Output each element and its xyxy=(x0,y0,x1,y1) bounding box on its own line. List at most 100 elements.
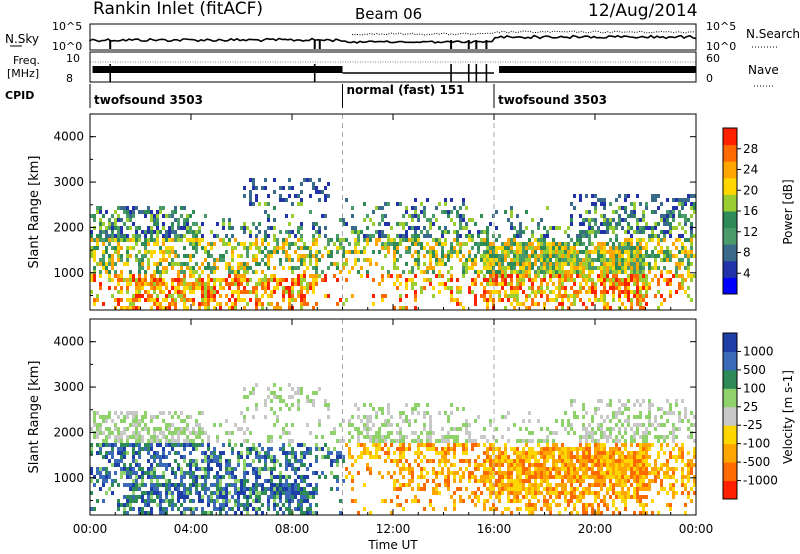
heatmap-cell xyxy=(120,439,123,443)
heatmap-cell xyxy=(555,443,558,447)
heatmap-cell xyxy=(222,491,225,495)
heatmap-cell xyxy=(582,415,585,419)
heatmap-cell xyxy=(618,214,621,218)
heatmap-cell xyxy=(489,266,492,270)
heatmap-cell xyxy=(486,451,489,455)
heatmap-cell xyxy=(288,507,291,511)
heatmap-cell xyxy=(99,451,102,455)
heatmap-cell xyxy=(486,230,489,234)
heatmap-cell xyxy=(219,503,222,507)
heatmap-cell xyxy=(129,302,132,306)
heatmap-cell xyxy=(474,282,477,286)
heatmap-cell xyxy=(630,210,633,214)
heatmap-cell xyxy=(207,459,210,463)
heatmap-cell xyxy=(144,415,147,419)
heatmap-cell xyxy=(576,447,579,451)
heatmap-cell xyxy=(264,230,267,234)
heatmap-cell xyxy=(372,210,375,214)
heatmap-cell xyxy=(300,475,303,479)
heatmap-cell xyxy=(90,254,93,258)
heatmap-cell xyxy=(558,266,561,270)
heatmap-cell xyxy=(330,487,333,491)
heatmap-cell xyxy=(576,238,579,242)
heatmap-cell xyxy=(585,463,588,467)
heatmap-cell xyxy=(483,238,486,242)
heatmap-cell xyxy=(477,443,480,447)
heatmap-cell xyxy=(594,234,597,238)
heatmap-cell xyxy=(441,250,444,254)
heatmap-cell xyxy=(267,499,270,503)
heatmap-cell xyxy=(459,475,462,479)
heatmap-cell xyxy=(189,415,192,419)
heatmap-cell xyxy=(129,278,132,282)
heatmap-cell xyxy=(483,479,486,483)
heatmap-cell xyxy=(525,250,528,254)
heatmap-cell xyxy=(606,487,609,491)
heatmap-cell xyxy=(99,206,102,210)
heatmap-cell xyxy=(615,463,618,467)
heatmap-cell xyxy=(243,459,246,463)
heatmap-cell xyxy=(669,250,672,254)
heatmap-cell xyxy=(198,435,201,439)
heatmap-cell xyxy=(399,234,402,238)
heatmap-cell xyxy=(144,471,147,475)
heatmap-cell xyxy=(414,403,417,407)
heatmap-cell xyxy=(588,467,591,471)
heatmap-cell xyxy=(105,238,108,242)
heatmap-cell xyxy=(561,447,564,451)
heatmap-cell xyxy=(645,274,648,278)
heatmap-cell xyxy=(453,246,456,250)
heatmap-cell xyxy=(657,266,660,270)
heatmap-cell xyxy=(549,451,552,455)
heatmap-cell xyxy=(432,270,435,274)
heatmap-cell xyxy=(399,447,402,451)
date-title: 12/Aug/2014 xyxy=(588,1,698,21)
heatmap-cell xyxy=(96,479,99,483)
heatmap-cell xyxy=(513,487,516,491)
heatmap-cell xyxy=(243,306,246,310)
heatmap-cell xyxy=(285,238,288,242)
heatmap-cell xyxy=(96,210,99,214)
heatmap-cell xyxy=(573,471,576,475)
heatmap-cell xyxy=(636,298,639,302)
heatmap-cell xyxy=(573,411,576,415)
heatmap-cell xyxy=(483,427,486,431)
colorbar-tick-label: 8 xyxy=(743,246,751,260)
heatmap-cell xyxy=(252,447,255,451)
heatmap-cell xyxy=(342,455,345,459)
heatmap-cell xyxy=(474,242,477,246)
heatmap-cell xyxy=(654,234,657,238)
heatmap-cell xyxy=(273,238,276,242)
heatmap-cell xyxy=(441,246,444,250)
heatmap-cell xyxy=(291,270,294,274)
heatmap-cell xyxy=(642,274,645,278)
heatmap-cell xyxy=(618,411,621,415)
heatmap-cell xyxy=(516,262,519,266)
heatmap-cell xyxy=(249,278,252,282)
heatmap-cell xyxy=(117,238,120,242)
heatmap-cell xyxy=(513,226,516,230)
heatmap-cell xyxy=(204,455,207,459)
heatmap-cell xyxy=(633,290,636,294)
heatmap-cell xyxy=(681,234,684,238)
heatmap-cell xyxy=(540,262,543,266)
heatmap-cell xyxy=(600,479,603,483)
heatmap-cell xyxy=(267,250,270,254)
heatmap-cell xyxy=(489,242,492,246)
heatmap-cell xyxy=(177,218,180,222)
heatmap-cell xyxy=(297,266,300,270)
heatmap-cell xyxy=(483,290,486,294)
heatmap-cell xyxy=(180,419,183,423)
heatmap-cell xyxy=(153,262,156,266)
heatmap-cell xyxy=(375,435,378,439)
heatmap-cell xyxy=(597,423,600,427)
heatmap-cell xyxy=(117,214,120,218)
heatmap-cell xyxy=(96,242,99,246)
heatmap-cell xyxy=(681,274,684,278)
heatmap-cell xyxy=(594,491,597,495)
heatmap-cell xyxy=(381,218,384,222)
heatmap-cell xyxy=(543,447,546,451)
heatmap-cell xyxy=(591,250,594,254)
heatmap-cell xyxy=(543,503,546,507)
heatmap-cell xyxy=(114,471,117,475)
